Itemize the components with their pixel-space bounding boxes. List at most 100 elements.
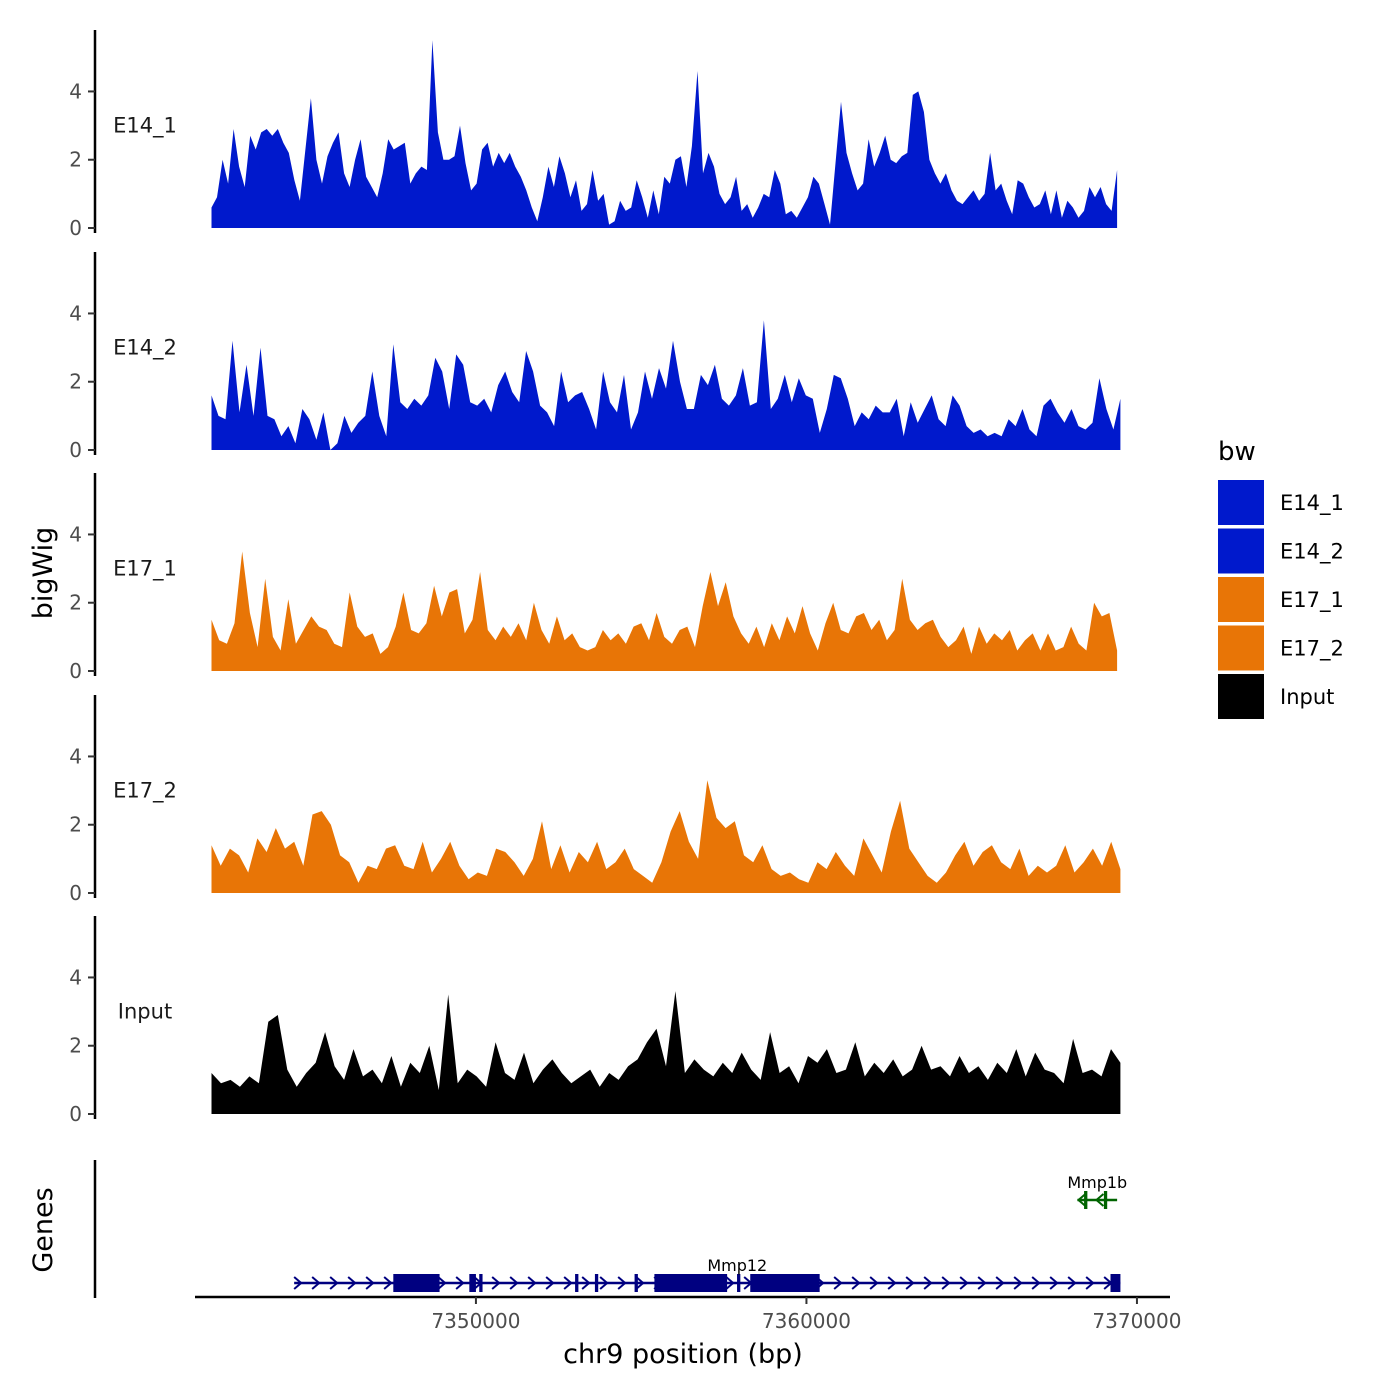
strand-arrow [851, 1276, 861, 1290]
track-label: E17_1 [113, 556, 177, 581]
gene-label: Mmp1b [1067, 1173, 1127, 1192]
x-tick-label: 7350000 [431, 1309, 520, 1333]
coverage-area-E14_2 [211, 320, 1121, 450]
strand-arrow [365, 1276, 375, 1290]
coverage-area-E14_1 [211, 40, 1118, 229]
strand-arrow [869, 1276, 879, 1290]
track-panel-E17_2: 0 2 4 E17_2 [69, 695, 1121, 905]
y-tick-label: 0 [69, 216, 82, 240]
strand-arrow [959, 1276, 969, 1290]
track-label: Input [118, 999, 172, 1023]
track-panel-E14_2: 0 2 4 E14_2 [69, 252, 1121, 462]
strand-arrow [293, 1276, 303, 1290]
strand-arrow [311, 1276, 321, 1290]
strand-arrow [725, 1276, 735, 1290]
strand-arrow [833, 1276, 843, 1290]
gene-exon [1103, 1191, 1108, 1209]
legend-label-E14_2: E14_2 [1280, 540, 1344, 565]
strand-arrow [635, 1276, 645, 1290]
strand-arrow [383, 1276, 393, 1290]
strand-arrow [977, 1276, 987, 1290]
x-tick-label: 7370000 [1092, 1309, 1181, 1333]
y-tick-label: 2 [69, 813, 82, 837]
strand-arrow [563, 1276, 573, 1290]
strand-arrow [527, 1276, 537, 1290]
y-axis-title: bigWig [28, 527, 59, 620]
strand-arrow [491, 1276, 501, 1290]
strand-arrow [545, 1276, 555, 1290]
y-tick-label: 4 [69, 744, 82, 768]
strand-arrow [1031, 1276, 1041, 1290]
strand-arrow [923, 1276, 933, 1290]
track-panels: 0 2 4 E14_1 0 2 4 E14_2 0 2 4 E17_1 0 2 4 E17_2 0 2 4 Input [69, 30, 1121, 1126]
track-label: E17_2 [113, 778, 177, 803]
y-tick-label: 4 [69, 79, 82, 103]
gene-exon [479, 1274, 483, 1292]
track-label: E14_2 [113, 335, 177, 360]
strand-arrow [1049, 1276, 1059, 1290]
genes-axis-title: Genes [28, 1187, 59, 1272]
y-tick-label: 0 [69, 881, 82, 905]
strand-arrow [1067, 1276, 1077, 1290]
strand-arrow [617, 1276, 627, 1290]
y-tick-label: 0 [69, 659, 82, 683]
strand-arrow [509, 1276, 519, 1290]
strand-arrow [941, 1276, 951, 1290]
gene-label: Mmp12 [707, 1256, 767, 1275]
y-tick-label: 2 [69, 591, 82, 615]
legend-swatch-E17_2 [1218, 625, 1264, 671]
legend-swatch-E14_1 [1218, 480, 1264, 525]
gene-exon [634, 1274, 638, 1292]
strand-arrow [455, 1276, 465, 1290]
coverage-area-Input [211, 991, 1121, 1114]
gene-Mmp1b: Mmp1b [1067, 1173, 1127, 1209]
y-tick-label: 2 [69, 148, 82, 172]
legend-label-Input: Input [1280, 685, 1334, 709]
strand-arrow [995, 1276, 1005, 1290]
legend-label-E17_1: E17_1 [1280, 588, 1344, 613]
y-tick-label: 2 [69, 1034, 82, 1058]
gene-exon [393, 1274, 440, 1292]
track-panel-Input: 0 2 4 Input [69, 916, 1121, 1126]
y-tick-label: 4 [69, 965, 82, 989]
strand-arrow [329, 1276, 339, 1290]
legend-title: bw [1218, 437, 1256, 467]
strand-arrow [1094, 1193, 1105, 1207]
coverage-area-E17_2 [211, 780, 1121, 893]
gene-exon [575, 1274, 579, 1292]
strand-arrow [599, 1276, 609, 1290]
gene-Mmp12: Mmp12 [293, 1256, 1121, 1292]
y-tick-label: 4 [69, 522, 82, 546]
y-tick-label: 4 [69, 301, 82, 325]
gene-exon [1110, 1274, 1121, 1292]
track-panel-E17_1: 0 2 4 E17_1 [69, 473, 1118, 683]
strand-arrow [1085, 1276, 1095, 1290]
gene-panel: 7350000 7360000 7370000 Mmp12 Mmp1b [93, 1160, 1181, 1333]
x-tick-label: 7360000 [762, 1309, 851, 1333]
track-label: E14_1 [113, 113, 177, 138]
strand-arrow [1013, 1276, 1023, 1290]
coverage-area-E17_1 [211, 551, 1118, 671]
legend-label-E14_1: E14_1 [1280, 491, 1344, 516]
legend-swatch-E17_1 [1218, 577, 1264, 622]
legend-swatch-Input [1218, 674, 1264, 719]
gene-exon [654, 1274, 728, 1292]
y-tick-label: 0 [69, 438, 82, 462]
strand-arrow [437, 1276, 447, 1290]
strand-arrow [905, 1276, 915, 1290]
y-tick-label: 2 [69, 370, 82, 394]
gene-exon [469, 1274, 476, 1292]
strand-arrow [887, 1276, 897, 1290]
legend-label-E17_2: E17_2 [1280, 637, 1344, 662]
y-tick-label: 0 [69, 1102, 82, 1126]
strand-arrow [1076, 1193, 1087, 1207]
strand-arrow [347, 1276, 357, 1290]
legend: E14_1 E14_2 E17_1 E17_2 Input [1218, 480, 1344, 719]
x-axis-title: chr9 position (bp) [563, 1339, 803, 1370]
strand-arrow [581, 1276, 591, 1290]
track-panel-E14_1: 0 2 4 E14_1 [69, 30, 1118, 240]
gene-exon [750, 1274, 820, 1292]
gene-exon [594, 1274, 599, 1292]
gene-exon [1084, 1191, 1088, 1209]
